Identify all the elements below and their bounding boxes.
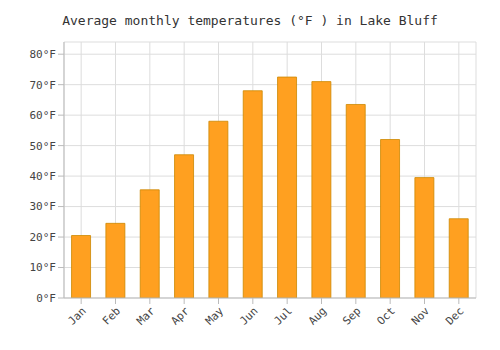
svg-text:Dec: Dec [443, 304, 466, 327]
svg-text:Jun: Jun [237, 304, 260, 327]
svg-text:Sep: Sep [340, 304, 363, 327]
svg-text:60°F: 60°F [30, 109, 57, 122]
svg-text:Jan: Jan [66, 304, 89, 327]
svg-text:Nov: Nov [409, 304, 433, 328]
svg-text:Oct: Oct [375, 304, 398, 327]
svg-text:20°F: 20°F [30, 231, 57, 244]
svg-text:40°F: 40°F [30, 170, 57, 183]
svg-text:Aug: Aug [306, 304, 329, 327]
svg-text:10°F: 10°F [30, 261, 57, 274]
svg-text:May: May [203, 304, 227, 328]
svg-text:80°F: 80°F [30, 48, 57, 61]
svg-text:70°F: 70°F [30, 79, 57, 92]
svg-text:30°F: 30°F [30, 200, 57, 213]
svg-text:0°F: 0°F [36, 292, 56, 305]
svg-text:50°F: 50°F [30, 140, 57, 153]
svg-text:Mar: Mar [134, 304, 158, 328]
svg-text:Feb: Feb [100, 304, 123, 327]
html-text:Average monthly temperatures (: Average monthly temperatures (°F ) in La… [62, 13, 438, 28]
svg-text:Apr: Apr [169, 304, 193, 328]
svg-text:Jul: Jul [272, 304, 295, 327]
